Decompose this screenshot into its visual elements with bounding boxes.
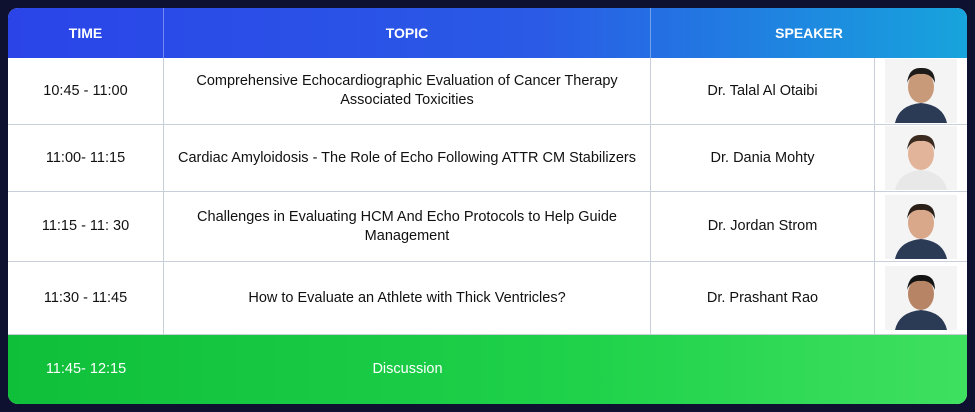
photo-cell	[875, 192, 967, 262]
speaker-cell: Dr. Talal Al Otaibi	[651, 58, 875, 125]
topic-cell: Cardiac Amyloidosis - The Role of Echo F…	[164, 125, 651, 192]
table-row: 11:30 - 11:45 How to Evaluate an Athlete …	[8, 262, 967, 335]
time-cell: 11:00- 11:15	[8, 125, 164, 192]
speaker-cell: Dr. Dania Mohty	[651, 125, 875, 192]
table-row: 11:15 - 11: 30 Challenges in Evaluating H…	[8, 192, 967, 262]
table-row: 10:45 - 11:00 Comprehensive Echocardiogra…	[8, 58, 967, 125]
header-cell: TIME	[8, 8, 164, 58]
speaker-photo	[885, 194, 957, 259]
photo-cell	[875, 58, 967, 125]
topic-cell: Comprehensive Echocardiographic Evaluati…	[164, 58, 651, 125]
discussion-row: 11:45- 12:15 Discussion	[8, 335, 967, 404]
photo-cell	[875, 125, 967, 192]
speaker-photo	[885, 266, 957, 330]
header-cell: TOPIC	[164, 8, 651, 58]
time-cell: 11:15 - 11: 30	[8, 192, 164, 262]
header-cell: SPEAKER	[775, 24, 843, 41]
time-cell: 10:45 - 11:00	[8, 58, 164, 125]
speaker-photo	[885, 59, 957, 123]
header-row: TIME TOPIC SPEAKER	[8, 8, 967, 58]
topic-cell: Challenges in Evaluating HCM And Echo Pr…	[164, 192, 651, 262]
topic-cell: How to Evaluate an Athlete with Thick Ve…	[164, 262, 651, 335]
speaker-cell: Dr. Prashant Rao	[651, 262, 875, 335]
table-row: 11:00- 11:15 Cardiac Amyloidosis - The Ro…	[8, 125, 967, 192]
speaker-photo	[885, 126, 957, 190]
discussion-cell: Discussion	[372, 361, 443, 378]
photo-cell	[875, 262, 967, 335]
schedule-table: TIME TOPIC SPEAKER 10:45 - 11:00 Comprehensi…	[8, 8, 967, 404]
speaker-cell: Dr. Jordan Strom	[651, 192, 875, 262]
time-cell: 11:30 - 11:45	[8, 262, 164, 335]
time-cell: 11:45- 12:15	[45, 361, 127, 378]
